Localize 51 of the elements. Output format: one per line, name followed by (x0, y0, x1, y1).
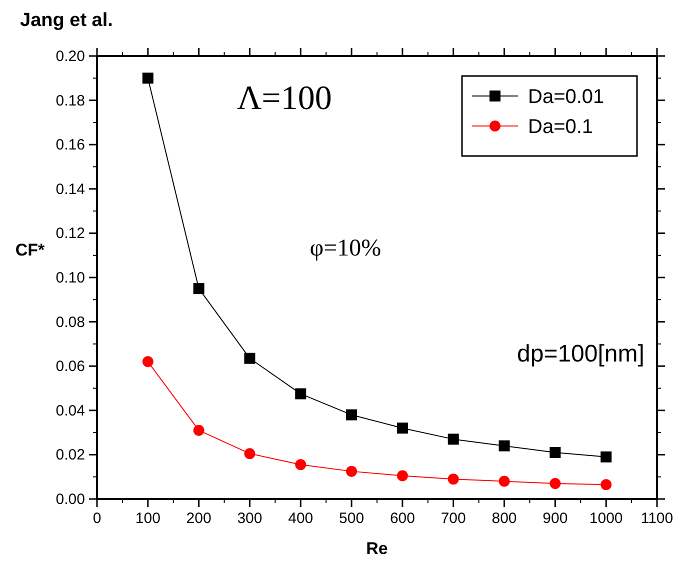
point (550, 446, 561, 458)
y-tick-label: 0.00 (56, 491, 85, 508)
point (448, 434, 459, 445)
y-tick-label: 0.18 (56, 92, 85, 110)
annotation: dp=100[nm] (517, 340, 644, 368)
point (396, 470, 408, 482)
point (295, 459, 306, 470)
x-tick-label: 500 (339, 510, 364, 527)
point (600, 451, 612, 462)
x-axis-title: Re (366, 539, 388, 558)
x-tick-label: 1100 (640, 510, 674, 527)
x-tick-label: 300 (237, 510, 262, 527)
x-tick-label: 0 (92, 510, 102, 527)
point (346, 466, 358, 477)
x-tick-label: 400 (288, 510, 314, 527)
point (498, 476, 510, 487)
y-tick-label: 0.20 (56, 48, 85, 65)
point (448, 474, 459, 485)
point (142, 72, 154, 84)
x-tick-label: 100 (135, 510, 160, 527)
point (550, 478, 561, 489)
point (193, 283, 204, 294)
x-tick-label: 800 (492, 510, 517, 527)
y-tick-label: 0.16 (56, 136, 85, 154)
y-tick-label: 0.02 (56, 446, 85, 464)
y-tick-label: 0.10 (56, 270, 85, 286)
point (396, 422, 408, 434)
y-tick-label: 0.06 (56, 358, 85, 376)
legend-label: Da=0.01 (528, 86, 604, 108)
legend-label: Da=0.1 (528, 116, 594, 138)
x-tick-label: 700 (440, 510, 466, 527)
point (295, 388, 306, 400)
x-tick-label: 1000 (589, 510, 623, 527)
point (244, 448, 256, 460)
y-tick-label: 0.14 (56, 180, 85, 198)
point (142, 356, 154, 368)
point (193, 424, 204, 436)
y-tick-label: 0.12 (56, 225, 85, 242)
x-tick-label: 900 (542, 510, 568, 527)
y-tick-label: 0.08 (56, 314, 85, 331)
annotation: φ=10% (310, 235, 382, 262)
y-tick-label: 0.04 (56, 402, 85, 420)
point (600, 479, 612, 490)
chart-title: Jang et al. (20, 10, 113, 31)
x-tick-label: 600 (390, 510, 415, 527)
point (244, 352, 256, 364)
annotation: Λ=100 (237, 80, 332, 118)
x-tick-label: 200 (186, 510, 212, 527)
point (346, 409, 358, 420)
y-axis-title: CF* (15, 240, 46, 260)
point (498, 440, 510, 452)
